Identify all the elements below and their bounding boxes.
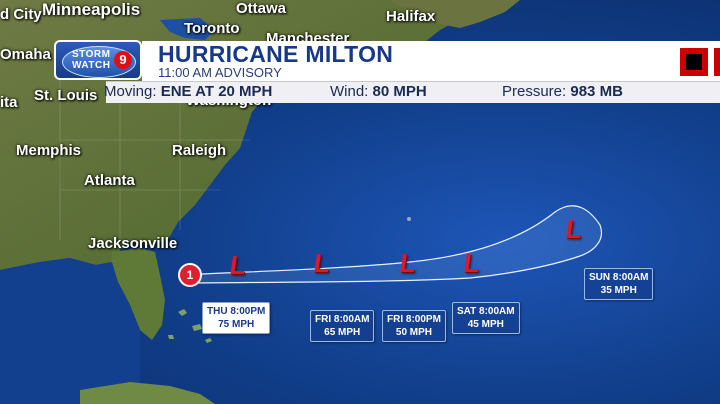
stat-pressure: Pressure: 983 MB: [502, 81, 623, 102]
banner-stats-bar: [106, 81, 720, 103]
forecast-time: THU 8:00PM: [207, 306, 266, 317]
forecast-wind: 50 MPH: [395, 327, 433, 338]
land-florida: [110, 248, 165, 340]
forecast-label-sat-8am: SAT 8:00AM 45 MPH: [452, 302, 520, 334]
forecast-time: SAT 8:00AM: [457, 306, 515, 317]
forecast-time: SUN 8:00AM: [589, 272, 649, 283]
storm-banner: STORM WATCH 9 HURRICANE MILTON 11:00 AM …: [54, 40, 720, 103]
forecast-wind: 35 MPH: [600, 285, 637, 296]
forecast-time: FRI 8:00AM: [315, 314, 370, 325]
forecast-wind: 65 MPH: [324, 327, 361, 338]
forecast-label-fri-8pm: FRI 8:00PM 50 MPH: [382, 310, 446, 342]
city-memphis: Memphis: [16, 142, 82, 159]
forecast-wind: 75 MPH: [218, 319, 255, 330]
islands-bahamas: [168, 309, 212, 343]
forecast-label-sun-8am: SUN 8:00AM 35 MPH: [584, 268, 654, 300]
city-ottawa: Ottawa: [236, 0, 287, 17]
logo-text-watch: WATCH: [72, 60, 111, 71]
stat-moving: Moving: ENE AT 20 MPH: [104, 81, 272, 102]
pressure-value: 983 MB: [570, 83, 623, 100]
city-minneapolis: Minneapolis: [42, 0, 141, 19]
island-bermuda: [407, 217, 411, 221]
banner-title-bar: [142, 41, 720, 81]
forecast-label-fri-8am: FRI 8:00AM 65 MPH: [310, 310, 375, 342]
city-raleigh: Raleigh: [172, 142, 227, 159]
storm-name: HURRICANE MILTON: [158, 41, 394, 67]
city-ita: ita: [0, 94, 18, 111]
state-borders: [59, 40, 260, 250]
forecast-cone: [183, 205, 602, 284]
moving-label: Moving:: [104, 83, 157, 100]
wind-value: 80 MPH: [372, 83, 427, 100]
moving-value: ENE AT 20 MPH: [160, 83, 273, 100]
city-d-city: d City: [0, 6, 42, 23]
city-st-louis: St. Louis: [34, 87, 98, 104]
wind-label: Wind:: [330, 83, 369, 100]
city-jacksonville: Jacksonville: [88, 235, 178, 252]
gulf-of-mexico: [0, 258, 140, 404]
forecast-label-thu-8pm: THU 8:00PM 75 MPH: [202, 302, 271, 334]
forecast-time: FRI 8:00PM: [387, 314, 441, 325]
current-position-marker: 1: [178, 263, 202, 287]
city-atlanta: Atlanta: [84, 172, 135, 189]
advisory-time: 11:00 AM ADVISORY: [158, 65, 282, 80]
storm-icon-2: [714, 48, 720, 76]
forecast-wind: 45 MPH: [467, 319, 504, 330]
pressure-label: Pressure:: [502, 83, 567, 100]
island-cuba: [80, 382, 215, 404]
storm-icon-1: [680, 48, 708, 76]
land-maritimes: [390, 0, 520, 28]
storm-watch-logo: STORM WATCH 9: [54, 40, 142, 80]
logo-channel-number: 9: [114, 51, 132, 69]
stat-wind: Wind: 80 MPH: [330, 81, 427, 102]
city-halifax: Halifax: [386, 8, 436, 25]
logo-text-storm: STORM: [72, 49, 111, 60]
city-toronto: Toronto: [184, 20, 240, 37]
city-omaha: Omaha: [0, 46, 51, 63]
